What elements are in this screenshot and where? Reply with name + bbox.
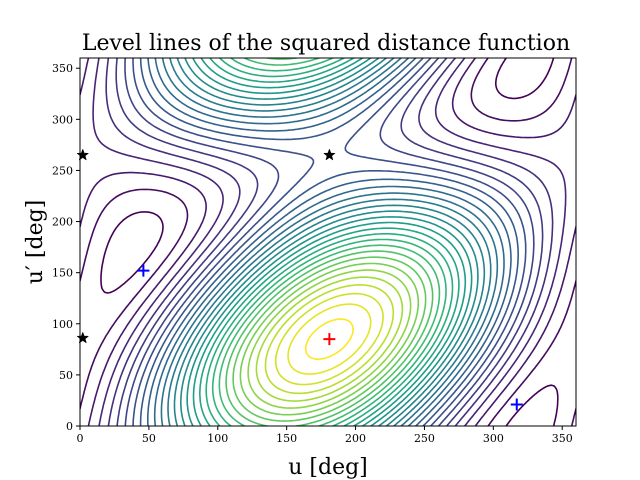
x-tick-label: 150	[276, 432, 297, 445]
y-tick-label: 250	[52, 164, 73, 177]
y-tick-label: 350	[52, 62, 73, 75]
contour-level	[192, 58, 467, 426]
contour-level	[225, 58, 434, 426]
y-tick-label: 100	[52, 318, 73, 331]
plot-frame	[79, 57, 577, 427]
contour-level	[274, 292, 384, 386]
star-marker	[76, 148, 90, 161]
contour-level	[153, 58, 505, 426]
contour-level	[92, 58, 567, 426]
contour-level	[160, 58, 499, 426]
contour-level	[218, 58, 441, 426]
contour-level	[147, 58, 512, 426]
contour-level	[205, 58, 454, 426]
contour-level	[124, 58, 535, 426]
plus-marker	[510, 398, 523, 411]
chart-markers	[76, 148, 523, 411]
x-tick-label: 300	[483, 432, 504, 445]
contour-level	[186, 58, 473, 426]
x-tick-label: 50	[142, 432, 156, 445]
x-tick-label: 250	[414, 432, 435, 445]
contour-level	[115, 58, 544, 426]
x-tick-label: 200	[345, 432, 366, 445]
contour-level	[287, 303, 372, 375]
y-axis-label: u′ [deg]	[23, 200, 48, 285]
contour-lines	[80, 58, 576, 426]
y-tick-label: 150	[52, 267, 73, 280]
star-marker	[76, 331, 90, 344]
contour-level	[232, 256, 427, 422]
contour-level	[105, 58, 554, 426]
contour-level	[211, 58, 447, 426]
x-tick-label: 0	[77, 432, 84, 445]
x-tick-label: 100	[207, 432, 228, 445]
chart-title: Level lines of the squared distance func…	[82, 31, 570, 56]
y-tick-label: 0	[66, 420, 73, 433]
axis-ticks: 0 50 100 150 200 250 300 350 0 50 100 150 200 250 300 3…	[52, 62, 573, 445]
contour-level	[247, 269, 412, 409]
contour-level	[304, 318, 354, 360]
contour-level	[80, 58, 576, 426]
contour-level	[255, 276, 404, 402]
contour-level	[173, 58, 486, 426]
x-axis-label: u [deg]	[288, 455, 368, 480]
contour-level	[264, 284, 395, 395]
x-tick-label: 350	[552, 432, 573, 445]
contour-level	[100, 58, 559, 426]
star-marker	[323, 148, 336, 161]
contour-level	[239, 262, 420, 416]
contour-level	[199, 58, 460, 426]
y-tick-label: 50	[59, 369, 73, 382]
contour-level	[139, 58, 519, 426]
plus-marker	[137, 264, 150, 277]
contour-level	[132, 58, 527, 426]
contour-level	[180, 58, 479, 426]
y-tick-label: 300	[52, 113, 73, 126]
plus-marker	[323, 333, 336, 346]
contour-level	[167, 58, 492, 426]
y-tick-label: 200	[52, 216, 73, 229]
